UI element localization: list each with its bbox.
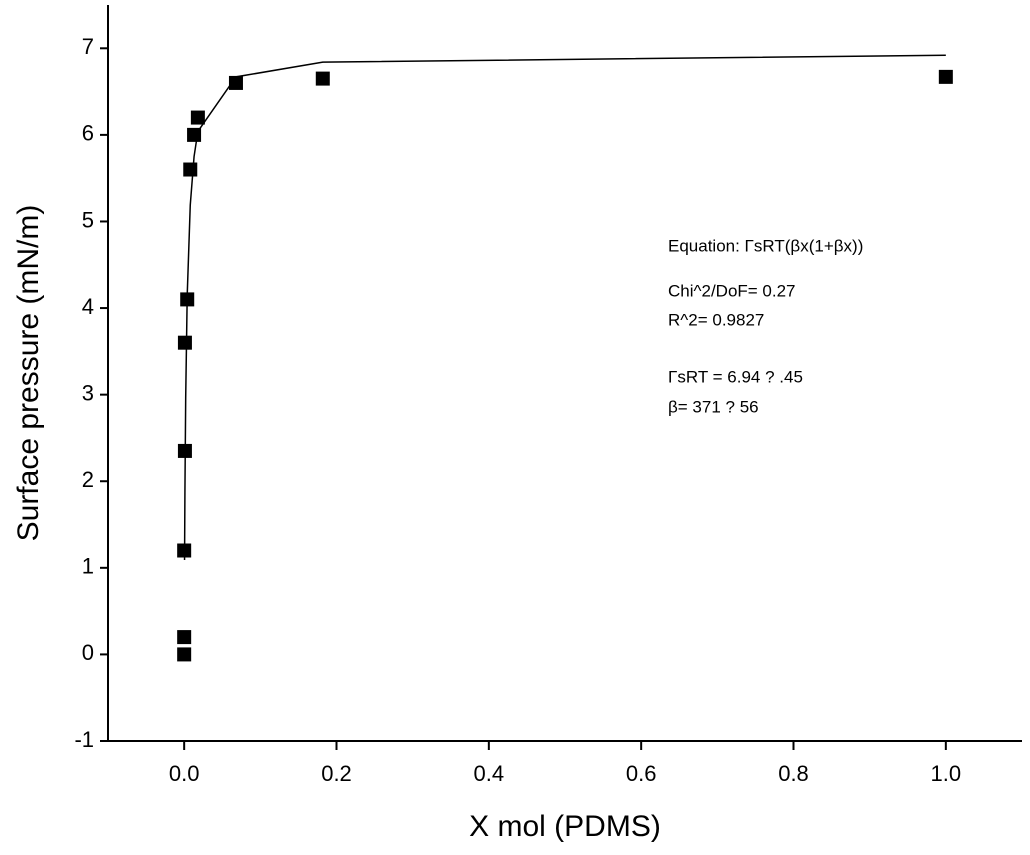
annotation: Equation: ΓsRT(βx(1+βx)) — [668, 236, 863, 255]
y-tick-label: 4 — [82, 294, 94, 319]
data-point — [177, 630, 192, 645]
y-tick-label: 1 — [82, 554, 94, 579]
data-point — [177, 647, 192, 662]
data-point — [177, 335, 192, 350]
x-tick-label: 0.2 — [321, 761, 352, 786]
annotation: β= 371 ? 56 — [668, 397, 759, 416]
x-tick-label: 0.8 — [778, 761, 809, 786]
x-tick-label: 0.4 — [474, 761, 505, 786]
annotation: R^2= 0.9827 — [668, 310, 764, 329]
data-point — [228, 75, 243, 90]
y-tick-label: 0 — [82, 640, 94, 665]
y-tick-label: 3 — [82, 380, 94, 405]
data-point — [190, 110, 205, 125]
data-point — [183, 162, 198, 177]
y-tick-label: 7 — [82, 34, 94, 59]
annotation: Chi^2/DoF= 0.27 — [668, 281, 796, 300]
annotation: ΓsRT = 6.94 ? .45 — [668, 367, 803, 386]
y-tick-label: 6 — [82, 121, 94, 146]
x-tick-label: 1.0 — [931, 761, 962, 786]
y-axis-title: Surface pressure (mN/m) — [12, 205, 45, 542]
y-tick-label: -1 — [74, 727, 94, 752]
data-point — [938, 69, 953, 84]
y-tick-label: 5 — [82, 207, 94, 232]
fit-line — [183, 54, 946, 561]
y-tick-label: 2 — [82, 467, 94, 492]
x-tick-label: 0.6 — [626, 761, 657, 786]
x-tick-label: 0.0 — [169, 761, 200, 786]
data-point — [315, 71, 330, 86]
x-axis-title: X mol (PDMS) — [469, 810, 661, 843]
